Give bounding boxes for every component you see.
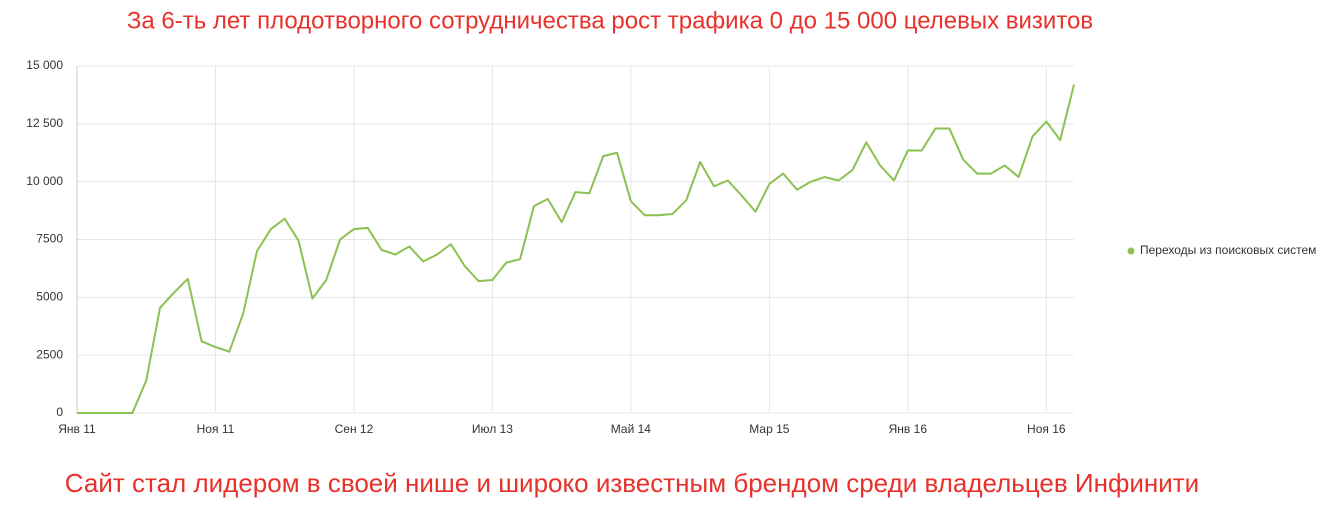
y-tick-label: 2500 — [36, 347, 63, 361]
x-tick-label: Ноя 16 — [1027, 422, 1066, 436]
x-tick-label: Янв 16 — [889, 422, 928, 436]
y-tick-label: 15 000 — [26, 58, 63, 72]
legend-marker — [1127, 247, 1135, 255]
legend-label: Переходы из поисковых систем — [1140, 243, 1316, 257]
y-tick-label: 0 — [56, 405, 63, 419]
y-tick-label: 5000 — [36, 290, 63, 304]
y-tick-label: 12 500 — [26, 116, 63, 130]
x-tick-label: Июл 13 — [472, 422, 513, 436]
x-tick-label: Мар 15 — [749, 422, 789, 436]
annotation: Сайт стал лидером в своей нише и широко … — [65, 468, 1199, 498]
y-tick-label: 10 000 — [26, 174, 63, 188]
x-tick-label: Май 14 — [611, 422, 652, 436]
y-tick-label: 7500 — [36, 232, 63, 246]
data-line — [77, 84, 1075, 414]
chart-title: За 6-ть лет плодотворного сотрудничества… — [127, 7, 1093, 34]
x-tick-label: Сен 12 — [335, 422, 374, 436]
x-tick-label: Янв 11 — [58, 422, 96, 436]
x-tick-label: Ноя 11 — [197, 422, 235, 436]
